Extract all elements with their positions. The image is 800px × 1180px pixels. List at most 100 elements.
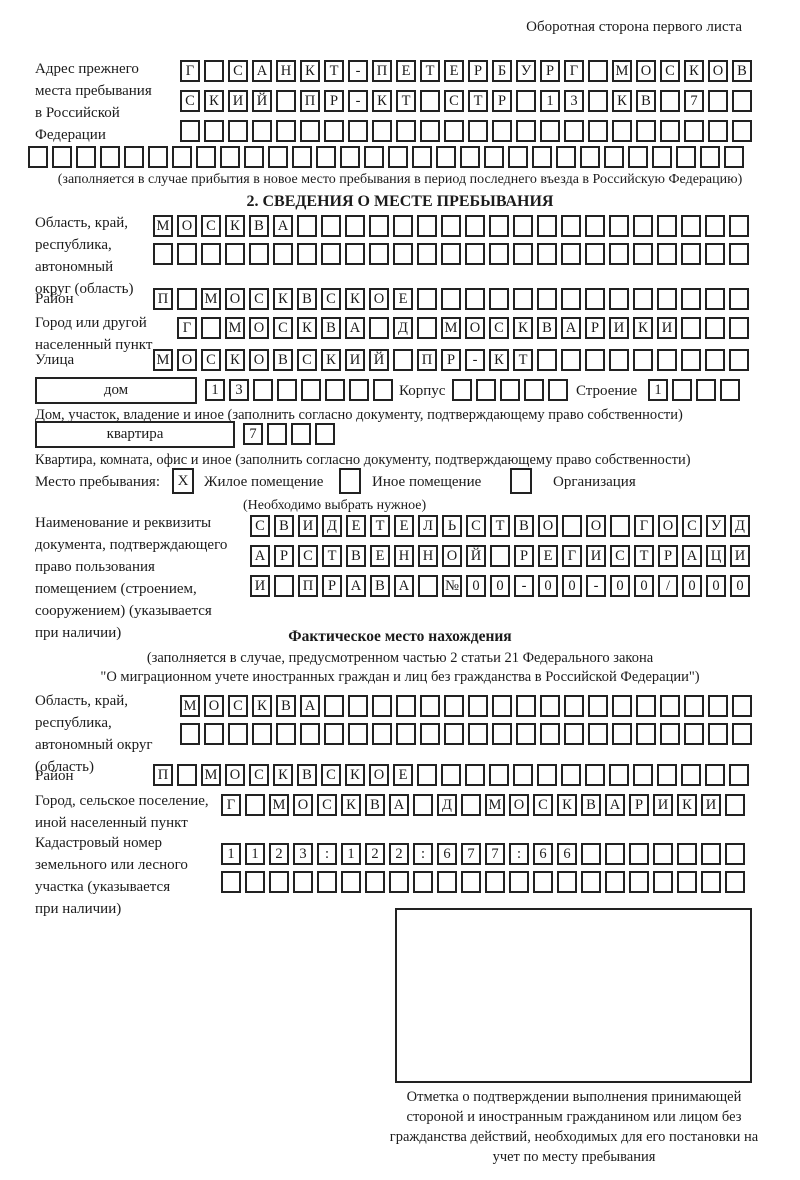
char-cell	[732, 695, 752, 717]
char-cell	[373, 379, 393, 401]
char-cell	[468, 695, 488, 717]
char-cell: М	[153, 215, 173, 237]
char-cell	[476, 379, 496, 401]
char-cell: Ц	[706, 545, 726, 567]
char-cell: С	[317, 794, 337, 816]
char-cell	[418, 575, 438, 597]
char-cell	[489, 215, 509, 237]
char-cell	[267, 423, 287, 445]
char-cell	[369, 215, 389, 237]
char-cell	[585, 243, 605, 265]
char-cell: 3	[293, 843, 313, 865]
char-cell: Н	[418, 545, 438, 567]
char-cell	[452, 379, 472, 401]
char-cell	[345, 243, 365, 265]
char-cell: 2	[389, 843, 409, 865]
char-cell	[657, 288, 677, 310]
char-cell	[396, 723, 416, 745]
char-cell: 3	[229, 379, 249, 401]
char-cell	[444, 695, 464, 717]
char-cell: 7	[461, 843, 481, 865]
char-cell	[253, 379, 273, 401]
char-cell: В	[321, 317, 341, 339]
char-cell	[724, 146, 744, 168]
char-cell: Т	[370, 515, 390, 537]
char-cell	[629, 843, 649, 865]
document-row-3: И П Р А В А № 0 0-0 0-0 0/0 0 0	[250, 575, 750, 597]
char-cell: А	[346, 575, 366, 597]
char-cell: В	[249, 215, 269, 237]
char-cell	[420, 723, 440, 745]
char-cell	[677, 871, 697, 893]
char-cell: Д	[393, 317, 413, 339]
region-row-2	[153, 243, 749, 265]
label-actual-city: Город, сельское поселение, иной населенн…	[35, 793, 209, 831]
char-cell: 0	[706, 575, 726, 597]
char-cell: О	[636, 60, 656, 82]
char-cell: М	[201, 764, 221, 786]
char-cell: Р	[274, 545, 294, 567]
actual-region-row-2	[180, 723, 752, 745]
char-cell	[561, 215, 581, 237]
char-cell	[700, 146, 720, 168]
char-cell: М	[269, 794, 289, 816]
char-cell: К	[633, 317, 653, 339]
char-cell	[705, 317, 725, 339]
char-cell: С	[444, 90, 464, 112]
char-cell	[277, 379, 297, 401]
char-cell	[293, 871, 313, 893]
char-cell	[516, 90, 536, 112]
char-cell	[441, 215, 461, 237]
char-cell: Е	[393, 764, 413, 786]
char-cell	[324, 723, 344, 745]
char-cell: Е	[393, 288, 413, 310]
char-cell: Е	[396, 60, 416, 82]
char-cell	[417, 288, 437, 310]
char-cell: С	[297, 349, 317, 371]
char-cell	[349, 379, 369, 401]
char-cell	[636, 120, 656, 142]
korpus-row	[452, 379, 568, 401]
char-cell	[417, 243, 437, 265]
char-cell	[252, 120, 272, 142]
char-cell: И	[345, 349, 365, 371]
char-cell	[372, 695, 392, 717]
char-cell	[276, 723, 296, 745]
char-cell: :	[413, 843, 433, 865]
char-cell	[729, 288, 749, 310]
char-cell: Р	[324, 90, 344, 112]
char-cell: К	[225, 349, 245, 371]
char-cell	[364, 146, 384, 168]
char-cell: А	[345, 317, 365, 339]
char-cell	[372, 120, 392, 142]
char-cell	[729, 243, 749, 265]
char-cell	[220, 146, 240, 168]
char-cell: Г	[221, 794, 241, 816]
char-cell: М	[441, 317, 461, 339]
char-cell: Н	[276, 60, 296, 82]
char-cell: Е	[370, 545, 390, 567]
char-cell: -	[465, 349, 485, 371]
page-corner-note: Оборотная сторона первого листа	[526, 19, 742, 35]
char-cell: Р	[441, 349, 461, 371]
char-cell: 0	[730, 575, 750, 597]
char-cell	[677, 843, 697, 865]
char-cell: Р	[585, 317, 605, 339]
prev-address-row-4	[28, 146, 744, 168]
char-cell: И	[730, 545, 750, 567]
char-cell	[417, 317, 437, 339]
char-cell: Б	[492, 60, 512, 82]
char-cell	[372, 723, 392, 745]
char-cell	[444, 723, 464, 745]
char-cell	[500, 379, 520, 401]
char-cell	[561, 764, 581, 786]
label-stroenie: Строение	[576, 383, 638, 399]
char-cell	[465, 243, 485, 265]
checkbox-organization	[510, 468, 532, 494]
label-district: Район	[35, 291, 74, 307]
char-cell	[513, 288, 533, 310]
char-cell: П	[153, 764, 173, 786]
char-cell	[660, 695, 680, 717]
section2-title: 2. СВЕДЕНИЯ О МЕСТЕ ПРЕБЫВАНИЯ	[246, 193, 554, 210]
char-cell	[705, 349, 725, 371]
